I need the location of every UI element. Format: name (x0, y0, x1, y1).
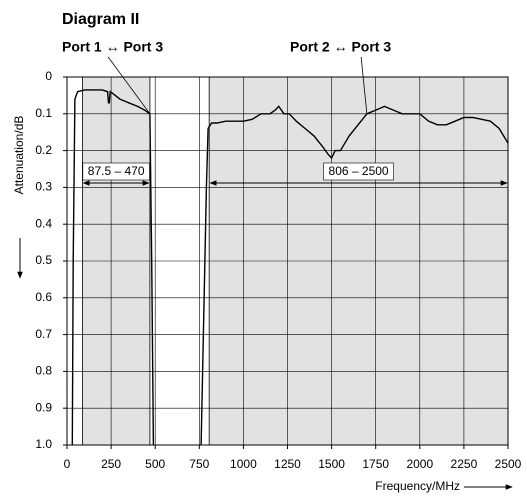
y-tick-label: 0.6 (35, 290, 52, 304)
band-label: 87.5 – 470 (88, 164, 145, 178)
x-tick-label: 250 (101, 457, 121, 471)
x-tick-label: 2000 (406, 457, 433, 471)
series-line (71, 89, 155, 446)
x-tick-label: 0 (64, 457, 71, 471)
y-tick-label: 0.7 (35, 327, 52, 341)
y-tick-label: 0.1 (35, 106, 52, 120)
series-label: Port 2 ↔ Port 3 (290, 39, 391, 55)
x-tick-label: 1750 (362, 457, 389, 471)
x-tick-label: 500 (145, 457, 165, 471)
band-label: 806 – 2500 (329, 164, 389, 178)
series-line (200, 105, 509, 446)
y-tick-label: 0.5 (35, 253, 52, 267)
y-tick-label: 0.8 (35, 364, 52, 378)
y-tick-label: 0.2 (35, 143, 52, 157)
x-tick-label: 2250 (451, 457, 478, 471)
x-tick-label: 1250 (274, 457, 301, 471)
x-tick-label: 1500 (318, 457, 345, 471)
y-tick-label: 1.0 (35, 437, 52, 451)
y-tick-label: 0.4 (35, 216, 52, 230)
band-label-box (82, 162, 150, 181)
series-label: Port 1 ↔ Port 3 (62, 39, 163, 55)
x-axis-label: Frequency/MHz (375, 479, 460, 493)
x-tick-label: 1000 (230, 457, 257, 471)
y-axis-label: Attenuation/dB (12, 116, 26, 195)
y-tick-label: 0.3 (35, 180, 52, 194)
x-tick-label: 750 (189, 457, 209, 471)
band-label-box (323, 162, 394, 181)
chart-title: Diagram II (62, 11, 139, 28)
plot-border (66, 76, 509, 446)
leader-line (360, 56, 368, 114)
x-tick-label: 2500 (495, 457, 522, 471)
y-tick-label: 0.9 (35, 400, 52, 414)
leader-line (107, 56, 151, 115)
y-tick-label: 0 (45, 69, 52, 83)
